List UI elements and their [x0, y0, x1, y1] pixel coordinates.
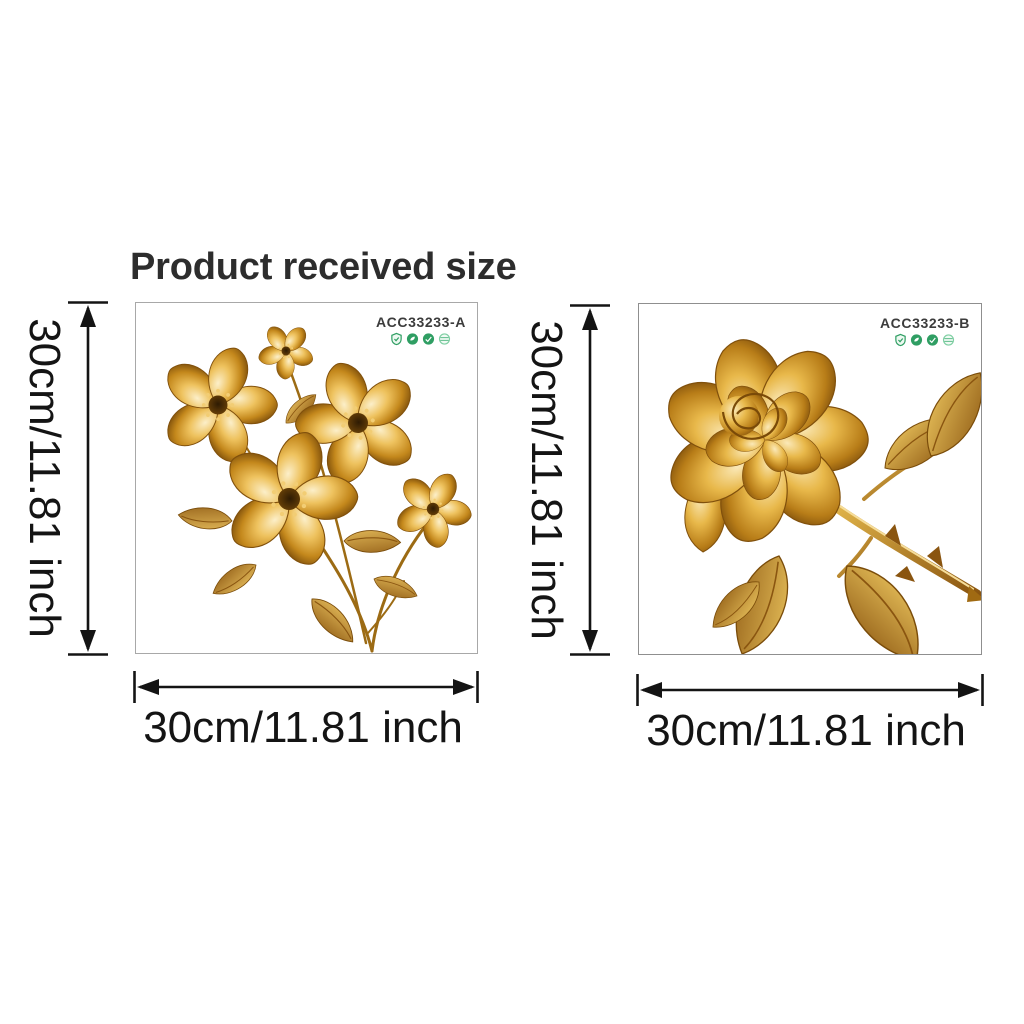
- shield-check-icon: [390, 332, 403, 346]
- height-label-b: 30cm/11.81 inch: [522, 320, 571, 640]
- golden-peony-bouquet-image: [136, 303, 477, 653]
- width-label-a: 30cm/11.81 inch: [143, 703, 463, 752]
- certification-badges-a: [376, 332, 466, 346]
- width-label-b: 30cm/11.81 inch: [646, 706, 966, 755]
- sticker-panel-b: ACC33233-B: [638, 303, 982, 655]
- page-title: Product received size: [130, 246, 517, 288]
- eco-circle-icon: [422, 332, 435, 346]
- product-code-block-a: ACC33233-A: [376, 315, 466, 346]
- shield-check-icon: [894, 333, 907, 347]
- globe-circle-icon: [438, 332, 451, 346]
- product-code-b: ACC33233-B: [879, 315, 970, 331]
- height-arrow-b: [570, 304, 610, 656]
- height-label-a: 30cm/11.81 inch: [20, 318, 69, 638]
- product-code-block-b: ACC33233-B: [880, 316, 970, 347]
- product-code-a: ACC33233-A: [375, 314, 466, 330]
- width-arrow-b: [636, 674, 984, 706]
- certification-badges-b: [880, 333, 970, 347]
- golden-rose-image: [656, 331, 981, 654]
- globe-circle-icon: [942, 333, 955, 347]
- height-arrow-a: [68, 301, 108, 656]
- eco-circle-icon: [926, 333, 939, 347]
- eco-circle-icon: [910, 333, 923, 347]
- eco-circle-icon: [406, 332, 419, 346]
- width-arrow-a: [133, 671, 479, 703]
- sticker-panel-a: ACC33233-A: [135, 302, 478, 654]
